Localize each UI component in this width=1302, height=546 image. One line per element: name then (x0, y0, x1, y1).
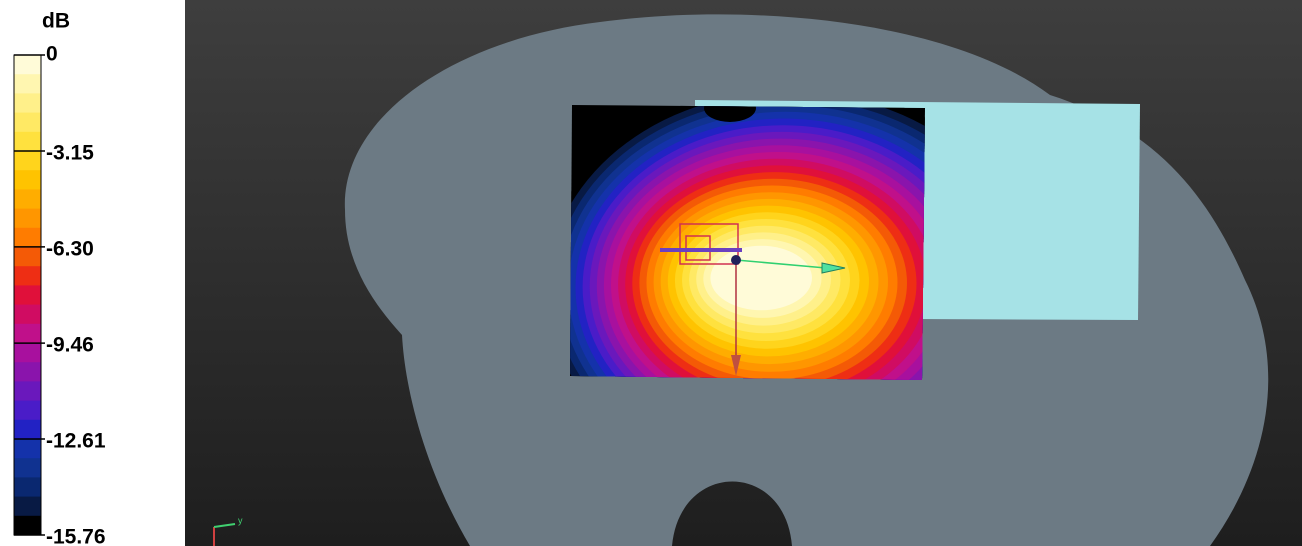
colorbar-tick-label: -9.46 (46, 334, 94, 357)
colorbar-band (14, 209, 41, 229)
colorbar-band (14, 151, 41, 171)
colorbar-band (14, 113, 41, 133)
colorbar-band (14, 516, 41, 536)
colorbar-unit: dB (42, 10, 70, 33)
colorbar-band (14, 343, 41, 363)
colorbar-band (14, 497, 41, 517)
colorbar-tick-label: -12.61 (46, 430, 106, 453)
colorbar-band (14, 439, 41, 459)
contour (710, 246, 812, 310)
colorbar-band (14, 266, 41, 286)
colorbar-band (14, 305, 41, 325)
colorbar-band (14, 477, 41, 497)
colorbar-tick-label: 0 (46, 43, 58, 66)
screen: y dB 0 -3.15 -6.30 -9.46 -12.61 -15.76 (0, 0, 1302, 546)
colorbar-band (14, 228, 41, 248)
colorbar-tick-label: -3.15 (46, 141, 94, 164)
colorbar-band (14, 170, 41, 190)
colorbar: 0 -3.15 -6.30 -9.46 -12.61 -15.76 (14, 43, 106, 546)
colorbar-band (14, 381, 41, 401)
colorbar-band (14, 285, 41, 305)
colorbar-band (14, 362, 41, 382)
colorbar-band (14, 189, 41, 209)
colorbar-band (14, 74, 41, 94)
colorbar-band (14, 93, 41, 113)
colorbar-band (14, 401, 41, 421)
colorbar-band (14, 55, 41, 75)
colorbar-band (14, 247, 41, 267)
colorbar-band (14, 324, 41, 344)
colorbar-band (14, 132, 41, 152)
axis-label: y (238, 515, 243, 525)
colorbar-tick-label: -6.30 (46, 237, 94, 260)
colorbar-band (14, 420, 41, 440)
colorbar-band (14, 458, 41, 478)
colorbar-tick-label: -15.76 (46, 526, 106, 546)
